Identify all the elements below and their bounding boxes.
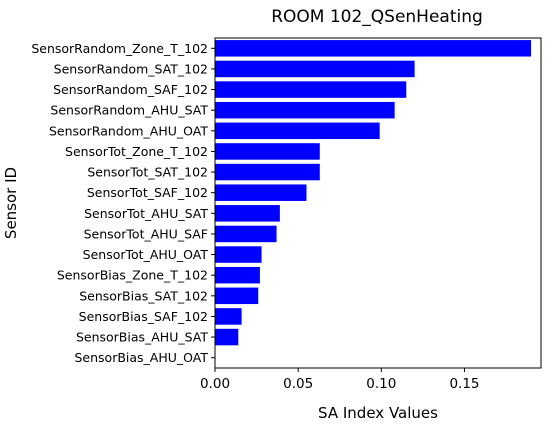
y-tick-label: SensorRandom_SAF_102 bbox=[53, 82, 208, 97]
y-tick-labels: SensorRandom_Zone_T_102 SensorRandom_SAT_… bbox=[31, 41, 215, 365]
y-tick-label: SensorTot_AHU_OAT bbox=[83, 247, 209, 262]
y-tick-label: SensorTot_SAF_102 bbox=[87, 185, 208, 200]
bar-SensorTot_Zone_T_102 bbox=[215, 143, 320, 160]
bar-SensorRandom_AHU_SAT bbox=[215, 101, 395, 119]
x-axis-label: SA Index Values bbox=[318, 404, 438, 422]
bar-SensorRandom_SAT_102 bbox=[215, 60, 415, 78]
bar-SensorBias_Zone_T_102 bbox=[215, 266, 260, 284]
y-tick-label: SensorBias_AHU_SAT bbox=[76, 330, 208, 345]
y-tick-label: SensorBias_SAT_102 bbox=[79, 288, 208, 303]
bar-SensorTot_AHU_OAT bbox=[215, 246, 262, 263]
y-tick-label: SensorBias_AHU_OAT bbox=[74, 350, 208, 365]
y-tick-label: SensorBias_SAF_102 bbox=[79, 309, 208, 324]
bar-SensorRandom_AHU_OAT bbox=[215, 122, 380, 140]
bar-SensorRandom_Zone_T_102 bbox=[215, 40, 532, 57]
x-tick-label: 0.05 bbox=[283, 376, 313, 392]
y-axis-label: Sensor ID bbox=[2, 167, 20, 239]
bar-SensorBias_SAF_102 bbox=[215, 308, 242, 325]
x-tick-labels: 0.00 0.05 0.10 0.15 bbox=[200, 368, 480, 392]
x-tick-label: 0.15 bbox=[449, 376, 479, 392]
x-tick-label: 0.10 bbox=[366, 376, 396, 392]
chart-title: ROOM 102_QSenHeating bbox=[271, 7, 483, 27]
y-tick-label: SensorTot_AHU_SAT bbox=[84, 206, 208, 221]
y-tick-label: SensorRandom_Zone_T_102 bbox=[31, 41, 208, 56]
y-tick-label: SensorBias_Zone_T_102 bbox=[57, 268, 208, 283]
y-tick-label: SensorRandom_AHU_OAT bbox=[49, 123, 208, 138]
bar-SensorTot_AHU_SAT bbox=[215, 205, 280, 222]
bar-SensorBias_SAT_102 bbox=[215, 287, 259, 305]
y-tick-label: SensorTot_Zone_T_102 bbox=[65, 144, 208, 159]
y-tick-label: SensorRandom_AHU_SAT bbox=[50, 103, 208, 118]
bar-SensorRandom_SAF_102 bbox=[215, 81, 407, 98]
bar-SensorTot_SAT_102 bbox=[215, 163, 320, 181]
y-tick-label: SensorTot_SAT_102 bbox=[87, 165, 208, 180]
bar-SensorBias_AHU_SAT bbox=[215, 328, 239, 346]
x-tick-label: 0.00 bbox=[200, 376, 230, 392]
bars-group bbox=[215, 40, 532, 346]
plot-frame bbox=[214, 37, 542, 369]
y-tick-label: SensorTot_AHU_SAF bbox=[84, 226, 208, 241]
bar-SensorTot_AHU_SAF bbox=[215, 225, 277, 243]
y-tick-label: SensorRandom_SAT_102 bbox=[54, 61, 208, 76]
bar-SensorTot_SAF_102 bbox=[215, 184, 307, 201]
